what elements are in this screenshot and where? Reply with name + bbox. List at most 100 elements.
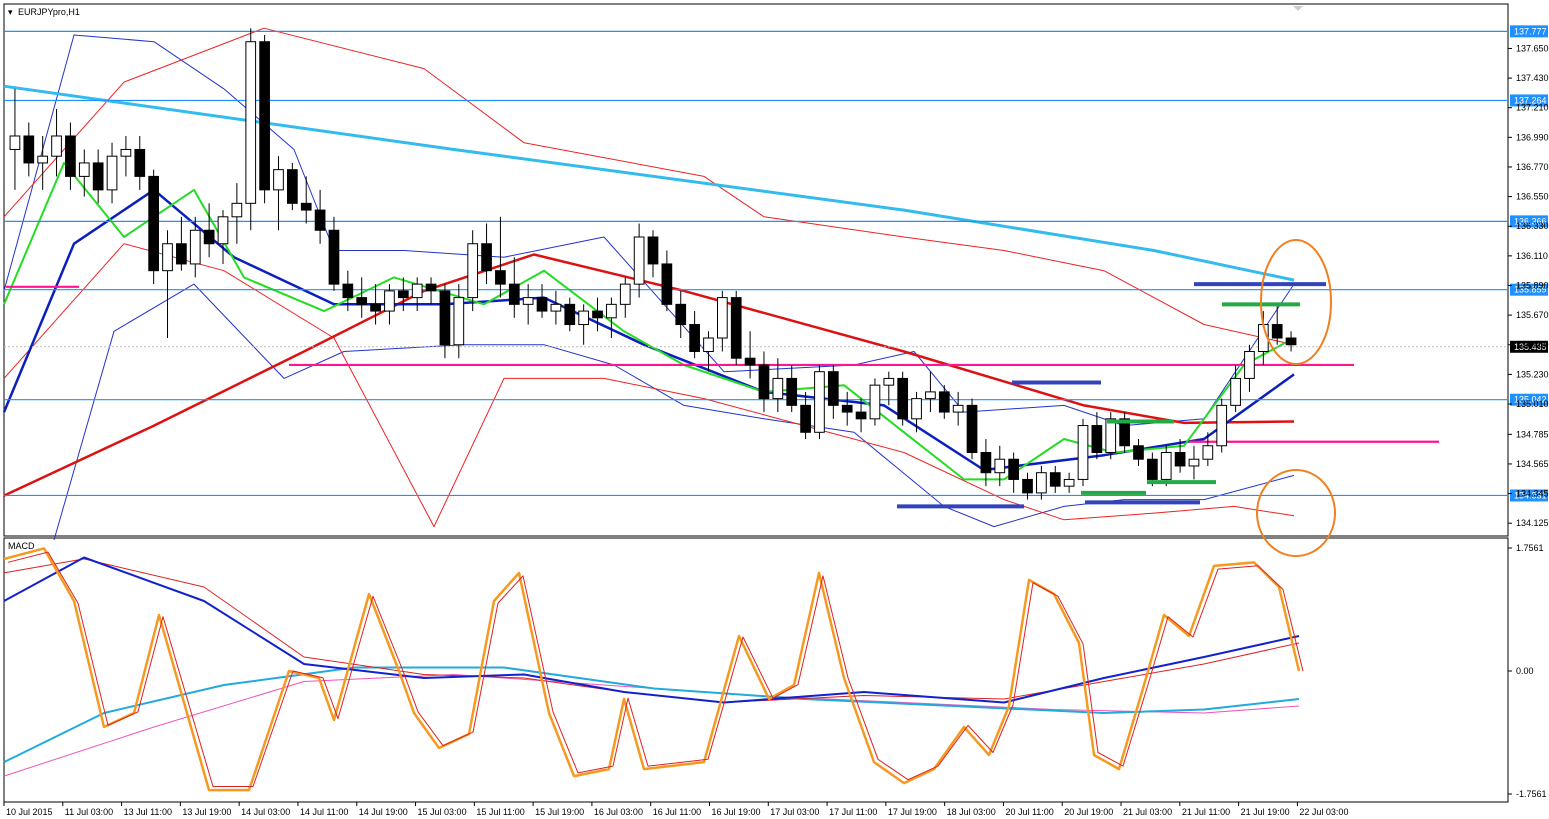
level-tag [1510,489,1548,502]
level-tag [1510,215,1548,228]
candle-body [855,411,867,420]
candle-body [925,391,936,400]
candle-body [1230,377,1241,406]
macd-tick-label: 1.7561 [1516,543,1544,553]
candle-body [370,303,381,312]
time-tick-label: 20 Jul 11:00 [1005,807,1053,817]
candle-body [550,303,562,312]
candle-body [37,155,49,164]
candle-body [994,458,1006,474]
annotation-circle-upper [1260,239,1332,365]
candle-body [314,209,326,231]
level-tag-label: 137.264 [1514,95,1547,105]
time-tick-label: 11 Jul 03:00 [65,807,113,817]
time-tick-label: 16 Jul 11:00 [653,807,701,817]
macd-tick-label: -1.7561 [1516,789,1547,799]
price-tick-label: 136.770 [1516,162,1549,172]
shift-marker-icon[interactable] [1293,6,1303,11]
candle-body [300,202,312,211]
bb-lower-red-line [3,243,1295,528]
candle-body [1133,445,1144,460]
time-tick-label: 21 Jul 19:00 [1241,807,1290,817]
candle-body [384,290,395,312]
level-tag [1510,25,1548,38]
candle-body [952,404,964,413]
price-tick-label: 135.010 [1516,399,1549,409]
candle-body [758,364,770,400]
candle-body [827,371,839,406]
candle-body [619,283,631,305]
candle-body [772,377,784,400]
price-tick-label: 135.890 [1516,280,1549,290]
candle-body [342,283,354,299]
candle-body [189,229,201,265]
candle-body [633,236,645,285]
candle-body [203,229,215,245]
candle-body [966,404,978,453]
candle-body [328,229,340,285]
level-tag [1510,393,1548,406]
candle-body [911,398,922,420]
candle-body [1216,404,1228,447]
price-tick-label: 134.125 [1516,518,1549,528]
circles-layer [1256,239,1336,557]
candle-body [841,404,853,413]
time-tick-label: 13 Jul 19:00 [182,807,231,817]
candle-body [411,283,423,299]
time-tick-label: 14 Jul 19:00 [359,807,408,817]
macd-blue-line [3,556,1300,704]
price-panel-frame [3,3,1509,537]
candle-body [1188,458,1200,467]
time-tick-label: 15 Jul 11:00 [476,807,524,817]
price-tick-label: 134.345 [1516,489,1549,499]
candle-body [703,337,714,352]
horizontal-levels-layer: 137.777 137.264 136.366 135.859 135.042 134.3… [4,25,1548,502]
candle-body [481,243,492,272]
current-price-label: 135.435 [1514,342,1547,352]
candle-body [287,169,298,204]
candle-body [730,297,742,359]
candle-body [259,41,270,191]
candle-body [1049,472,1061,487]
bb-upper-red-line [3,27,1295,346]
chart-title: EURJPYpro,H1 [18,7,80,17]
candle-body [1119,418,1130,447]
level-tag-label: 135.859 [1514,285,1547,295]
candle-body [578,310,590,326]
candle-body [647,236,659,265]
candle-body [439,290,451,346]
candle-body [1160,451,1172,480]
candle-body [661,263,673,305]
candle-body [92,162,104,191]
candle-body [148,175,160,272]
time-tick-label: 14 Jul 11:00 [300,807,348,817]
chart-title-arrow[interactable]: ▾ [8,7,13,17]
candle-body [78,162,90,177]
candle-body [717,297,728,339]
candle-body [425,283,437,292]
candle-body [869,384,881,420]
candle-body [134,148,146,177]
candle-body [1271,324,1283,339]
price-tick-label: 136.330 [1516,221,1549,231]
macd-orange-line [3,547,1301,792]
time-tick-label: 17 Jul 03:00 [770,807,819,817]
price-tick-label: 134.785 [1516,429,1549,439]
bb-lower-blue-line [53,283,1295,541]
time-tick-label: 14 Jul 03:00 [241,807,290,817]
candle-body [1077,425,1089,480]
candle-body [453,297,465,346]
price-tick-label: 137.210 [1516,103,1549,113]
candle-body [786,377,798,406]
candle-body [1202,445,1214,460]
candle-body [106,155,118,191]
candle-body [897,377,909,420]
level-tag-label: 136.366 [1514,216,1547,226]
level-tag [1510,94,1548,107]
time-tick-label: 16 Jul 19:00 [711,807,760,817]
candle-body [1285,337,1297,346]
candle-body [675,303,687,326]
time-tick-label: 16 Jul 03:00 [594,807,643,817]
candle-body [883,377,895,386]
